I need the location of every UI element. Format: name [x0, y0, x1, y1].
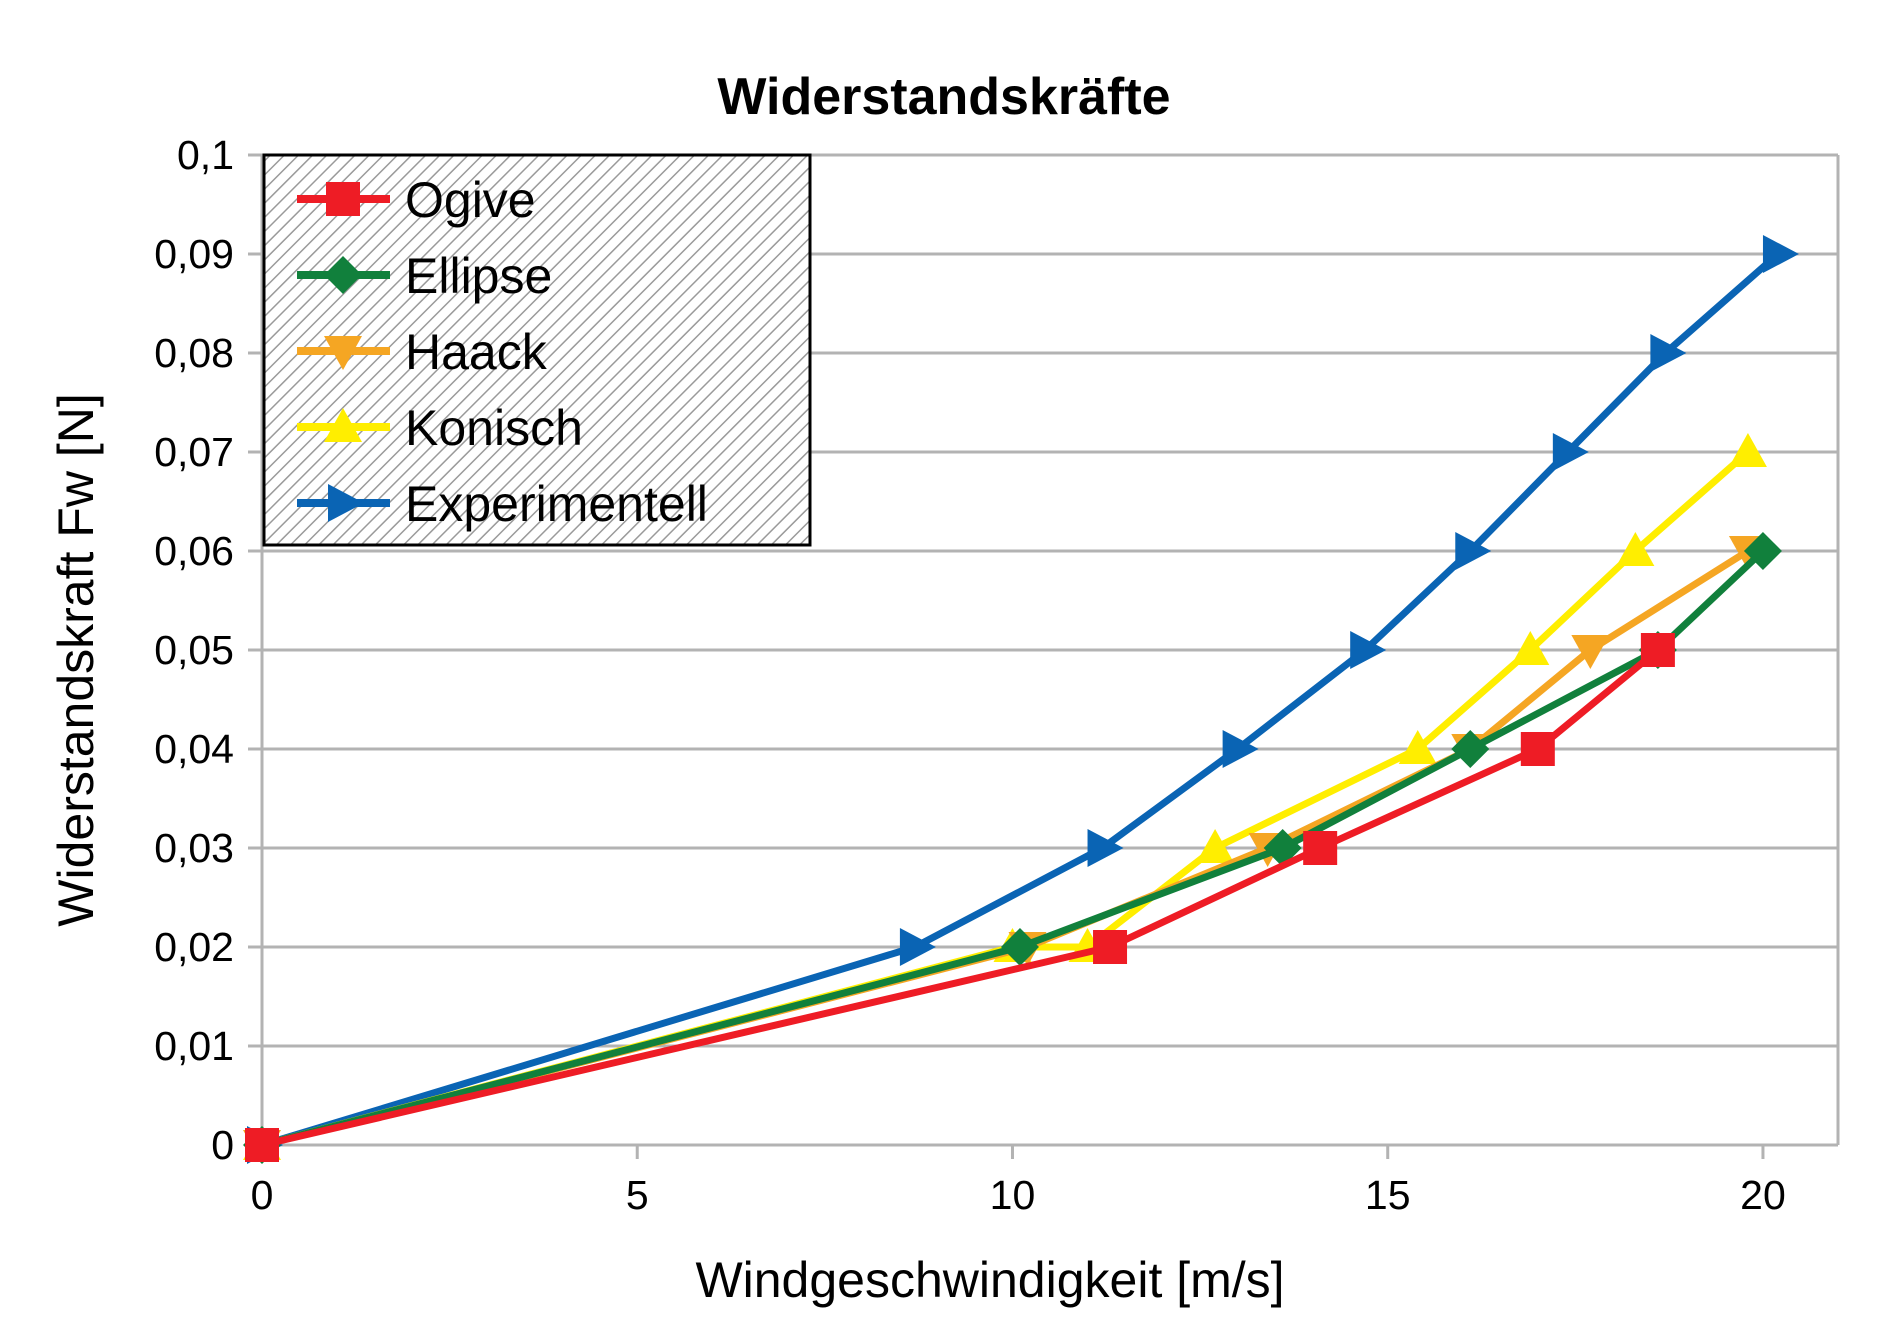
series-experimentell	[247, 235, 1799, 1164]
y-tick-label: 0,01	[154, 1023, 234, 1069]
legend-label-ellipse: Ellipse	[405, 248, 552, 304]
y-tick-label: 0,07	[154, 429, 234, 475]
legend-label-haack: Haack	[405, 324, 548, 380]
x-tick-label: 15	[1365, 1172, 1411, 1218]
data-point-experimentell	[899, 928, 936, 966]
y-axis-label: Widerstandskraft Fw [N]	[48, 393, 104, 926]
y-tick-label: 0,04	[154, 726, 234, 772]
x-axis-ticks: 0 5 10 15 20	[251, 1145, 1786, 1218]
series-haack	[243, 536, 1767, 1164]
legend: Ogive Ellipse Haack Konisch Experimentell	[262, 153, 812, 547]
chart-title: Widerstandskräfte	[717, 68, 1170, 126]
y-tick-label: 0,1	[177, 132, 234, 178]
legend-label-konisch: Konisch	[405, 400, 583, 456]
data-point-konisch	[1196, 829, 1235, 863]
data-point-ogive	[1093, 930, 1128, 964]
legend-marker-ellipse	[324, 256, 362, 294]
x-tick-label: 0	[251, 1172, 274, 1218]
y-tick-label: 0,03	[154, 825, 234, 871]
x-tick-label: 20	[1740, 1172, 1786, 1218]
legend-item-konisch: Konisch	[297, 400, 583, 456]
data-point-experimentell	[1455, 532, 1492, 570]
data-point-experimentell	[1552, 433, 1589, 471]
legend-item-ellipse: Ellipse	[297, 248, 552, 304]
data-point-ogive	[1303, 831, 1338, 865]
y-tick-label: 0	[211, 1122, 234, 1168]
data-point-ogive	[1640, 633, 1675, 667]
data-point-ellipse	[1000, 928, 1039, 966]
series-line-konisch	[258, 448, 1752, 1149]
y-tick-label: 0,06	[154, 528, 234, 574]
series-line-ellipse	[258, 547, 1767, 1149]
y-tick-label: 0,02	[154, 924, 234, 970]
data-point-konisch	[1728, 433, 1767, 467]
data-point-konisch	[1398, 730, 1437, 764]
legend-item-experimentell: Experimentell	[297, 476, 708, 532]
data-point-ogive	[1520, 732, 1555, 766]
legend-marker-experimentell	[328, 484, 364, 522]
y-tick-label: 0,09	[154, 231, 234, 277]
series-ogive	[245, 633, 1675, 1162]
legend-item-ogive: Ogive	[297, 172, 536, 228]
data-point-experimentell	[1350, 631, 1387, 669]
data-point-ogive	[245, 1128, 279, 1162]
data-point-experimentell	[1762, 235, 1799, 273]
legend-marker-ogive	[326, 182, 360, 216]
x-axis-label: Windgeschwindigkeit [m/s]	[695, 1252, 1284, 1308]
y-tick-label: 0,05	[154, 627, 234, 673]
x-tick-label: 10	[990, 1172, 1036, 1218]
legend-marker-konisch	[324, 408, 362, 442]
series-layer	[243, 235, 1799, 1164]
data-point-konisch	[1616, 532, 1655, 566]
y-axis-ticks: 0 0,01 0,02 0,03 0,04 0,05 0,06 0,07 0,08 0,09 0,1	[154, 132, 234, 1168]
data-point-ellipse	[1451, 730, 1490, 768]
data-point-konisch	[1511, 631, 1550, 665]
data-point-experimentell	[1087, 829, 1124, 867]
data-point-experimentell	[1650, 334, 1687, 372]
data-point-experimentell	[1222, 730, 1259, 768]
legend-label-ogive: Ogive	[405, 172, 536, 228]
legend-marker-haack	[324, 336, 362, 370]
legend-item-haack: Haack	[297, 324, 548, 380]
legend-label-experimentell: Experimentell	[405, 476, 708, 532]
data-point-haack	[1571, 635, 1610, 669]
y-tick-label: 0,08	[154, 330, 234, 376]
data-point-ellipse	[1743, 532, 1782, 570]
x-tick-label: 5	[626, 1172, 649, 1218]
